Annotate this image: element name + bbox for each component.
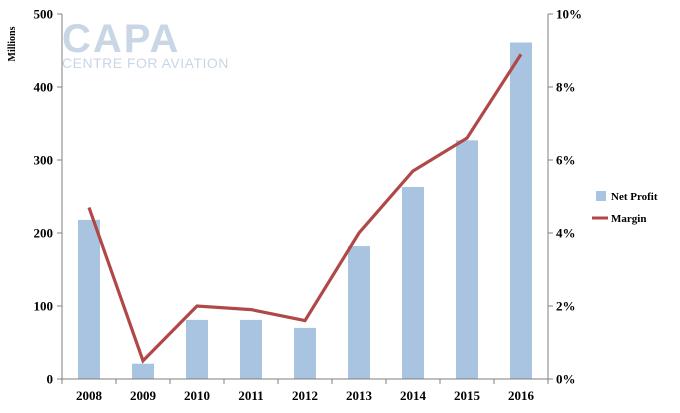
margin-line xyxy=(87,53,523,364)
y2-tick-label: 4% xyxy=(556,226,576,241)
y2-tick-label: 0% xyxy=(556,372,576,387)
y-tick-label: 500 xyxy=(34,7,54,22)
x-tick-label: 2016 xyxy=(508,388,535,403)
bar-2015 xyxy=(456,140,478,379)
watermark-subtitle: CENTRE FOR AVIATION xyxy=(62,55,229,71)
legend-item-net-profit: Net Profit xyxy=(596,191,658,203)
y-axis-unit: Millions xyxy=(7,26,18,61)
legend-swatch-net-profit xyxy=(596,191,606,201)
bar-2008 xyxy=(78,219,100,379)
x-tick-label: 2011 xyxy=(238,388,263,403)
x-tick-label: 2013 xyxy=(346,388,373,403)
x-tick-label: 2008 xyxy=(76,388,103,403)
bar-2009 xyxy=(132,363,154,379)
bar-2013 xyxy=(348,246,370,379)
bar-2012 xyxy=(294,327,316,379)
legend-item-margin: Margin xyxy=(592,213,646,225)
y-tick-label: 200 xyxy=(34,226,54,241)
x-tick-label: 2009 xyxy=(130,388,157,403)
watermark-logo: CAPA xyxy=(62,17,180,61)
plot-area: 0 100 200 300 400 500 0% 2% 4% 6% 8% 10% 2008 2009 201… xyxy=(34,7,583,404)
y2-tick-label: 2% xyxy=(556,299,576,314)
y-tick-label: 100 xyxy=(34,299,54,314)
legend-label-margin: Margin xyxy=(611,213,646,225)
x-tick-label: 2015 xyxy=(454,388,481,403)
y-tick-label: 0 xyxy=(47,372,54,387)
x-tick-label: 2010 xyxy=(184,388,210,403)
bar-2011 xyxy=(240,319,262,379)
y2-tick-label: 10% xyxy=(556,7,582,22)
legend: Net Profit Margin xyxy=(592,191,658,225)
capa-watermark: CAPA CENTRE FOR AVIATION xyxy=(62,17,229,71)
y2-tick-label: 6% xyxy=(556,153,576,168)
y-tick-label: 400 xyxy=(34,80,54,95)
y2-tick-label: 8% xyxy=(556,80,576,95)
x-tick-label: 2014 xyxy=(400,388,427,403)
bar-2016 xyxy=(510,42,532,379)
bar-2014 xyxy=(402,187,424,379)
legend-label-net-profit: Net Profit xyxy=(611,191,658,203)
x-tick-label: 2012 xyxy=(292,388,318,403)
y-tick-label: 300 xyxy=(34,153,54,168)
bar-2010 xyxy=(186,319,208,379)
